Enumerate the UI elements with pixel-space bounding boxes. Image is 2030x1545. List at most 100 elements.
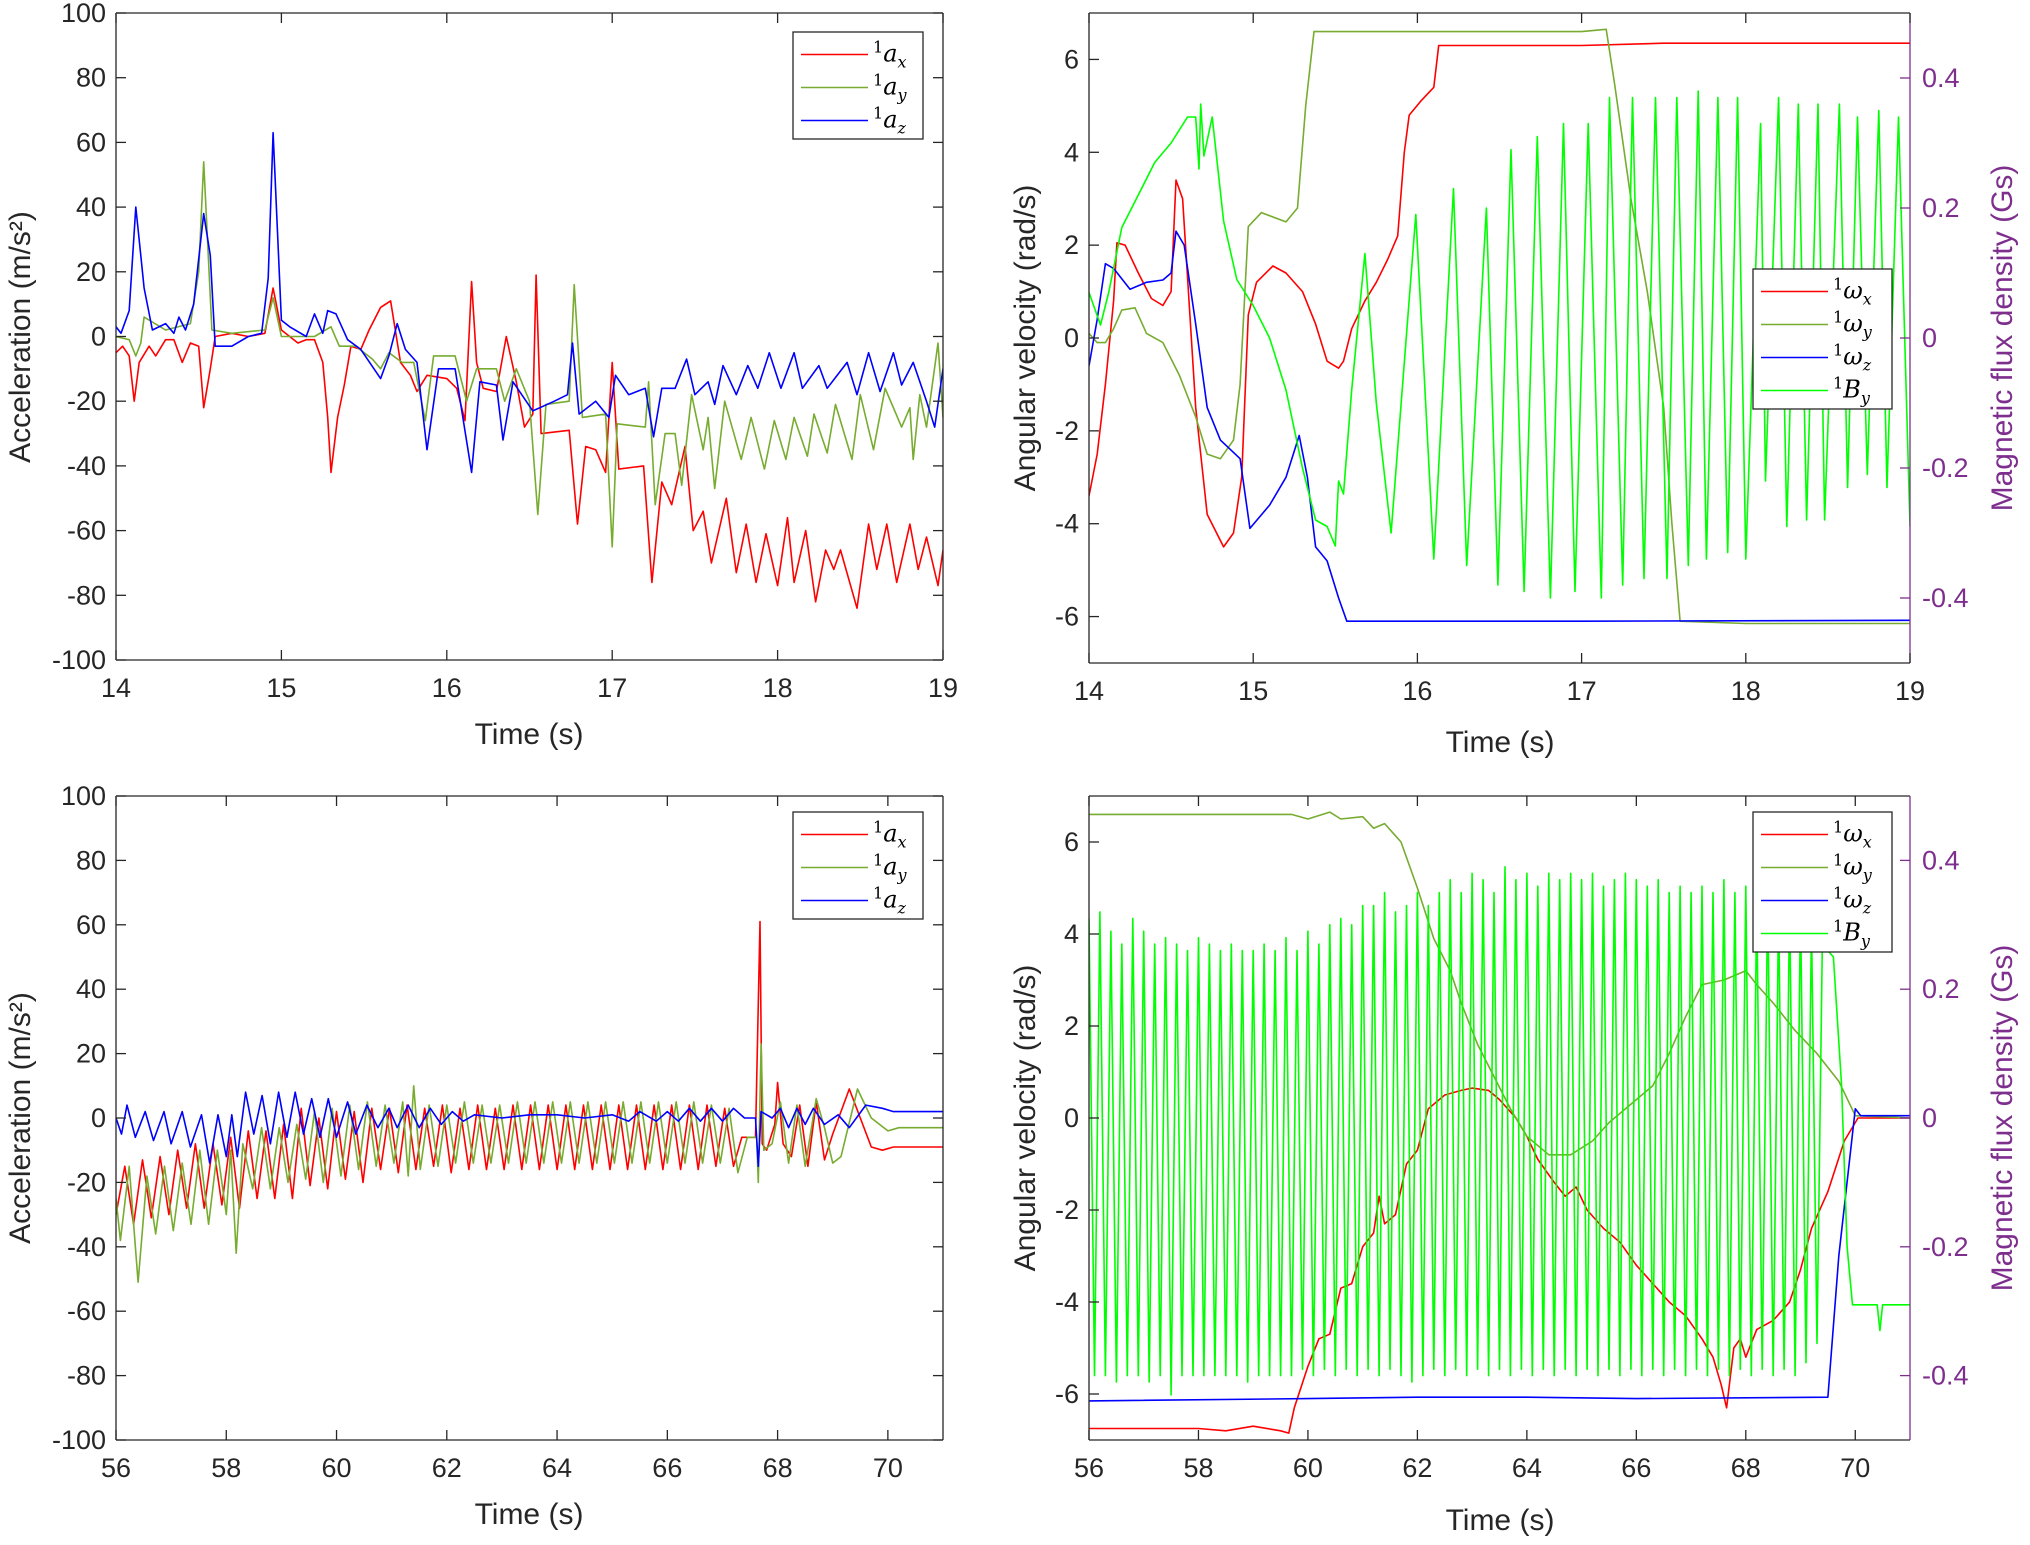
y-tick-label: 2 (1064, 1011, 1079, 1041)
x-tick-label: 66 (652, 1453, 682, 1483)
plot-area (116, 131, 943, 610)
right-y-axis-label: Magnetic flux density (Gs) (1986, 165, 2019, 512)
right-y-tick-label: 0 (1922, 323, 1937, 353)
x-tick-label: 64 (542, 1453, 572, 1483)
x-tick-label: 58 (211, 1453, 241, 1483)
y-tick-label: 60 (76, 127, 106, 157)
series-line-a-z (116, 131, 943, 474)
plot-area (116, 920, 943, 1283)
x-tick-label: 64 (1512, 1453, 1542, 1483)
x-tick-label: 62 (432, 1453, 462, 1483)
x-tick-label: 15 (1238, 676, 1268, 706)
x-tick-label: 68 (1731, 1453, 1761, 1483)
series-line-a-x (116, 920, 943, 1226)
x-tick-label: 70 (1840, 1453, 1870, 1483)
y-tick-label: 20 (76, 257, 106, 287)
x-tick-label: 17 (597, 673, 627, 703)
y-tick-label: 6 (1064, 827, 1079, 857)
x-tick-label: 60 (1293, 1453, 1323, 1483)
y-tick-label: 4 (1064, 137, 1079, 167)
y-tick-label: -4 (1055, 1287, 1079, 1317)
x-tick-label: 17 (1567, 676, 1597, 706)
y-tick-label: -2 (1055, 416, 1079, 446)
x-tick-label: 66 (1621, 1453, 1651, 1483)
x-tick-label: 14 (1074, 676, 1104, 706)
y-tick-label: 4 (1064, 919, 1079, 949)
plot-area (1089, 811, 1910, 1434)
series-line-omega-y (1089, 811, 1910, 1156)
right-y-tick-label: 0.2 (1922, 974, 1960, 1004)
y-axis-label: Angular velocity (rad/s) (1009, 965, 1042, 1272)
y-tick-label: -100 (52, 1425, 106, 1455)
y-tick-label: -60 (67, 1296, 106, 1326)
x-tick-label: 60 (322, 1453, 352, 1483)
x-axis-label: Time (s) (1446, 1504, 1555, 1537)
x-tick-label: 16 (432, 673, 462, 703)
x-tick-label: 16 (1402, 676, 1432, 706)
y-tick-label: 80 (76, 845, 106, 875)
series-line-a-z (116, 1091, 943, 1168)
plot-area (1089, 28, 1910, 625)
legend-entry-label: 1ax (873, 38, 907, 72)
right-y-axis-label: Magnetic flux density (Gs) (1986, 945, 2019, 1292)
right-y-tick-label: -0.4 (1922, 583, 1969, 613)
x-tick-label: 19 (928, 673, 958, 703)
right-y-tick-label: -0.2 (1922, 453, 1969, 483)
y-tick-label: -2 (1055, 1195, 1079, 1225)
y-tick-label: 2 (1064, 230, 1079, 260)
y-tick-label: -80 (67, 1361, 106, 1391)
y-tick-label: -20 (67, 386, 106, 416)
series-line-omega-x (1089, 42, 1910, 548)
y-tick-label: -80 (67, 580, 106, 610)
legend-entry-label: 1az (873, 884, 907, 918)
x-tick-label: 70 (873, 1453, 903, 1483)
series-line-omega-x (1089, 1087, 1910, 1434)
y-tick-label: -100 (52, 645, 106, 675)
y-tick-label: -4 (1055, 509, 1079, 539)
series-line-omega-z (1089, 230, 1910, 623)
y-tick-label: -40 (67, 451, 106, 481)
y-axis-label: Angular velocity (rad/s) (1009, 185, 1042, 492)
y-tick-label: 6 (1064, 44, 1079, 74)
legend-box (1752, 268, 1893, 410)
legend-box (1752, 811, 1893, 953)
series-line-B-y (1089, 90, 1910, 599)
series-line-a-y (116, 161, 943, 548)
acceleration-plot-bottom: Time (s) Acceleration (m/s²) 56 58 60 62 64 6… (4, 781, 944, 1531)
right-y-tick-label: 0.4 (1922, 845, 1960, 875)
legend-entry-label: 1By (1833, 917, 1871, 951)
y-tick-label: 100 (61, 781, 106, 811)
legend-entry-label: 1By (1833, 374, 1871, 408)
y-tick-label: 40 (76, 192, 106, 222)
x-axis-label: Time (s) (475, 1498, 584, 1531)
x-tick-label: 15 (266, 673, 296, 703)
y-tick-label: 0 (1064, 323, 1079, 353)
y-tick-label: 0 (1064, 1103, 1079, 1133)
x-axis-label: Time (s) (475, 718, 584, 751)
x-tick-label: 68 (763, 1453, 793, 1483)
legend-entry-label: 1ωz (1833, 884, 1872, 918)
y-tick-label: -6 (1055, 602, 1079, 632)
legend-entry-label: 1ωy (1833, 308, 1873, 342)
legend-entry-label: 1ωx (1833, 818, 1872, 852)
x-tick-label: 18 (763, 673, 793, 703)
right-y-tick-label: 0.2 (1922, 193, 1960, 223)
x-tick-label: 56 (101, 1453, 131, 1483)
y-tick-label: 80 (76, 63, 106, 93)
y-tick-label: -60 (67, 516, 106, 546)
right-y-tick-label: -0.4 (1922, 1361, 1969, 1391)
y-tick-label: 40 (76, 974, 106, 1004)
legend-entry-label: 1ax (873, 818, 907, 852)
y-tick-label: 0 (91, 322, 106, 352)
y-axis-label: Acceleration (m/s²) (4, 992, 37, 1244)
x-tick-label: 18 (1731, 676, 1761, 706)
right-y-tick-label: 0 (1922, 1103, 1937, 1133)
series-line-B-y (1089, 865, 1910, 1396)
right-y-tick-label: 0.4 (1922, 63, 1960, 93)
x-tick-label: 62 (1402, 1453, 1432, 1483)
series-line-a-x (116, 274, 943, 610)
